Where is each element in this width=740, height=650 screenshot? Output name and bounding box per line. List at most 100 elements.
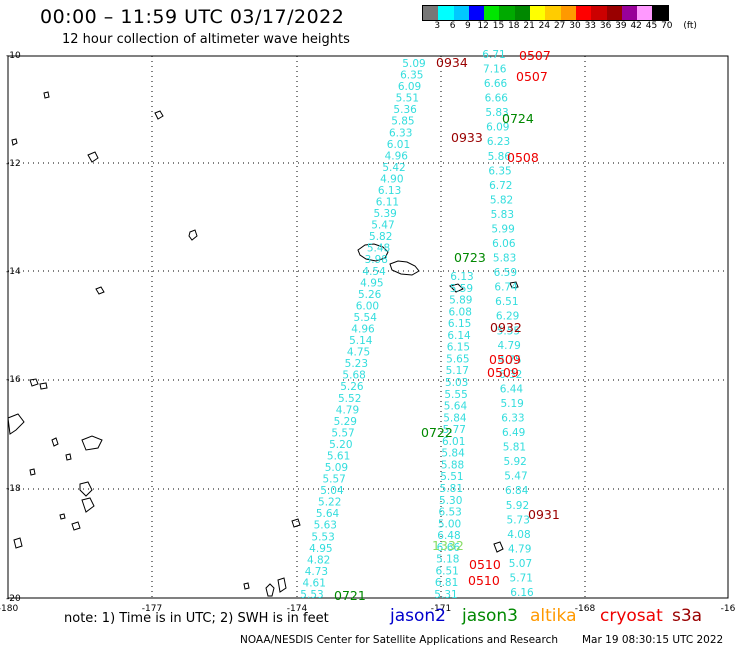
island-outline xyxy=(291,518,301,528)
island-outline xyxy=(509,281,519,289)
wave-height-value: 6.01 xyxy=(387,139,410,151)
wave-height-value: 5.47 xyxy=(504,471,527,483)
wave-height-value: 5.73 xyxy=(507,514,530,526)
color-swatch xyxy=(484,6,500,20)
island-outline xyxy=(277,577,287,593)
wave-height-value: 6.59 xyxy=(494,267,517,279)
legend-jason3: jason3 xyxy=(462,606,518,626)
wave-height-value: 4.73 xyxy=(305,566,328,578)
wave-height-value: 3.98 xyxy=(365,254,388,266)
wave-height-value: 6.13 xyxy=(378,185,401,197)
island-outline xyxy=(13,537,23,549)
wave-height-value: 4.08 xyxy=(507,529,530,541)
wave-height-value: 5.31 xyxy=(434,589,457,601)
note-text: note: 1) Time is in UTC; 2) SWH is in fe… xyxy=(64,611,329,626)
wave-height-value: 5.89 xyxy=(449,295,472,307)
wave-height-value: 5.84 xyxy=(443,412,467,424)
lon-tick-label: -174 xyxy=(287,604,308,614)
map-frame xyxy=(7,55,729,599)
color-scale-label: 70 xyxy=(661,21,673,31)
wave-height-value: 6.15 xyxy=(447,342,470,354)
pass-time-label: 0721 xyxy=(334,588,366,603)
wave-height-value: 5.53 xyxy=(311,531,334,543)
wave-height-value: 6.23 xyxy=(487,136,510,148)
pass-time-label: 0507 xyxy=(516,69,548,84)
wave-height-value: 5.55 xyxy=(497,325,520,337)
wave-height-value: 5.00 xyxy=(438,518,461,530)
wave-height-value: 5.26 xyxy=(340,381,364,393)
wave-height-value: 5.64 xyxy=(316,508,340,520)
color-swatch xyxy=(468,6,485,20)
pass-time-label: 0507 xyxy=(519,48,551,63)
pass-time-label: 1332 xyxy=(432,538,464,553)
color-scale-label: 18 xyxy=(508,21,520,31)
pass-time-label: 0509 xyxy=(487,365,519,380)
island-outline xyxy=(29,468,36,476)
color-scale-label: 21 xyxy=(523,21,535,31)
wave-height-value: 6.74 xyxy=(494,282,518,294)
wave-height-value: 5.86 xyxy=(488,151,512,163)
color-swatch xyxy=(591,6,607,20)
axis-tick-labels: -180 -177 -174 -171 -168 -16 -10 -12 -14 -16 -18 -2… xyxy=(0,51,736,614)
pass-time-labels: 0934 0507 0507 0724 0933 0508 0723 0932 05090509… xyxy=(334,48,560,603)
wave-height-value: 6.51 xyxy=(495,296,518,308)
wave-height-value: 5.17 xyxy=(446,365,469,377)
wave-height-value: 5.04 xyxy=(320,485,344,497)
color-scale-label: (ft) xyxy=(683,21,697,31)
lon-tick-label: -16 xyxy=(721,604,736,614)
pass-time-label: 0932 xyxy=(490,320,522,335)
lon-tick-label: -168 xyxy=(575,604,596,614)
pass-time-label: 0510 xyxy=(468,573,500,588)
island-outline xyxy=(11,138,18,146)
wave-height-value: 6.66 xyxy=(485,93,509,105)
color-scale-label: 24 xyxy=(538,21,551,31)
color-swatch xyxy=(606,6,622,20)
wave-height-value: 5.39 xyxy=(373,208,396,220)
lat-tick-label: -12 xyxy=(6,159,21,169)
wave-height-value: 5.57 xyxy=(331,427,354,439)
wave-height-value: 5.57 xyxy=(322,474,345,486)
map-title: 00:00 – 11:59 UTC 03/17/2022 xyxy=(40,6,345,28)
pass-time-label: 0931 xyxy=(528,507,560,522)
island-outline xyxy=(81,497,95,513)
color-scale-label: 36 xyxy=(599,21,612,31)
legend-s3a: s3a xyxy=(672,606,703,626)
color-scale-label: 45 xyxy=(645,21,658,31)
color-scale-label: 33 xyxy=(584,21,597,31)
wave-height-value: 6.14 xyxy=(447,330,471,342)
color-scale-label: 30 xyxy=(569,21,581,31)
wave-height-value: 4.96 xyxy=(385,150,409,162)
wave-height-value: 5.23 xyxy=(345,358,368,370)
island-outline xyxy=(188,229,198,241)
wave-height-value: 4.79 xyxy=(336,404,359,416)
wave-height-value: 5.48 xyxy=(367,243,390,255)
wave-height-value: 5.84 xyxy=(441,448,465,460)
color-swatch xyxy=(545,6,561,20)
wave-height-value: 5.71 xyxy=(510,572,533,584)
lat-tick-label: -10 xyxy=(6,51,21,61)
wave-height-value: 5.83 xyxy=(485,107,508,119)
color-scale-bar xyxy=(422,5,669,21)
wave-height-value: 5.42 xyxy=(382,162,405,174)
wave-height-value: 5.51 xyxy=(396,93,419,105)
color-swatch xyxy=(499,6,515,20)
wave-height-value: 6.66 xyxy=(484,78,508,90)
wave-height-value: 5.53 xyxy=(300,589,323,601)
island-outline xyxy=(87,151,99,163)
island-outline xyxy=(65,453,72,461)
wave-height-value: 4.90 xyxy=(380,173,403,185)
pass-time-label: 0722 xyxy=(421,425,453,440)
wave-height-value: 5.77 xyxy=(443,424,466,436)
wave-height-value: 6.53 xyxy=(438,507,461,519)
wave-height-value: 5.63 xyxy=(314,520,337,532)
lat-lon-gridlines xyxy=(8,56,728,598)
lat-tick-label: -14 xyxy=(6,267,21,277)
wave-height-value: 4.54 xyxy=(362,266,386,278)
wave-height-value: 5.47 xyxy=(371,220,394,232)
color-swatch xyxy=(530,6,546,20)
wave-height-value: 6.09 xyxy=(398,81,421,93)
color-swatch xyxy=(575,6,592,20)
wave-height-value: 5.54 xyxy=(354,312,378,324)
lat-tick-label: -18 xyxy=(6,484,21,494)
island-outline xyxy=(493,541,504,553)
